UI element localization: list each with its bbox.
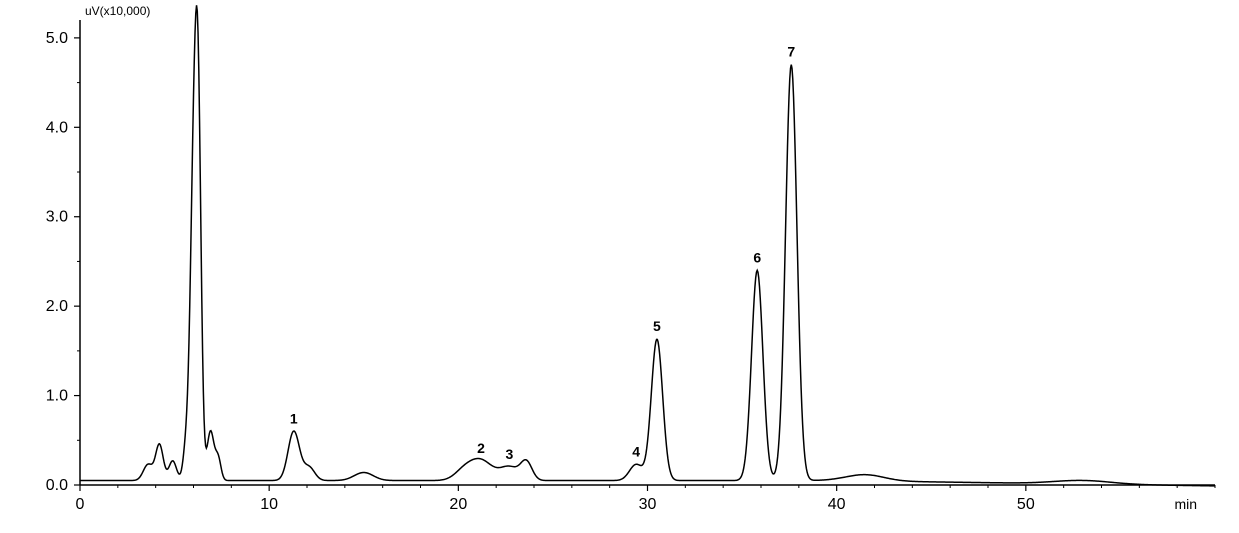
x-tick-label: 40 [828,496,846,513]
peak-label: 4 [632,443,640,459]
peak-label: 3 [506,446,514,462]
x-axis-title: min [1174,496,1197,512]
peak-label: 6 [753,249,761,265]
y-tick-label: 3.0 [46,209,68,226]
y-tick-label: 1.0 [46,388,68,405]
x-tick-label: 50 [1017,496,1035,513]
x-tick-label: 0 [76,496,85,513]
peak-label: 1 [290,410,298,426]
y-tick-label: 5.0 [46,30,68,47]
chromatogram-chart: 0 10 20 30 40 50 min 0.0 1.0 2.0 3.0 4.0 5.0 uV(x10,0… [0,0,1239,533]
y-tick-label: 2.0 [46,298,68,315]
y-tick-label: 4.0 [46,119,68,136]
peak-label: 2 [477,440,485,456]
chart-svg: 0 10 20 30 40 50 min 0.0 1.0 2.0 3.0 4.0 5.0 uV(x10,0… [0,0,1239,533]
y-tick-label: 0.0 [46,477,68,494]
peak-label: 5 [653,318,661,334]
x-tick-label: 10 [260,496,278,513]
x-tick-label: 30 [639,496,657,513]
y-axis-title: uV(x10,000) [85,4,150,18]
peak-label: 7 [787,44,795,60]
x-tick-label: 20 [449,496,467,513]
